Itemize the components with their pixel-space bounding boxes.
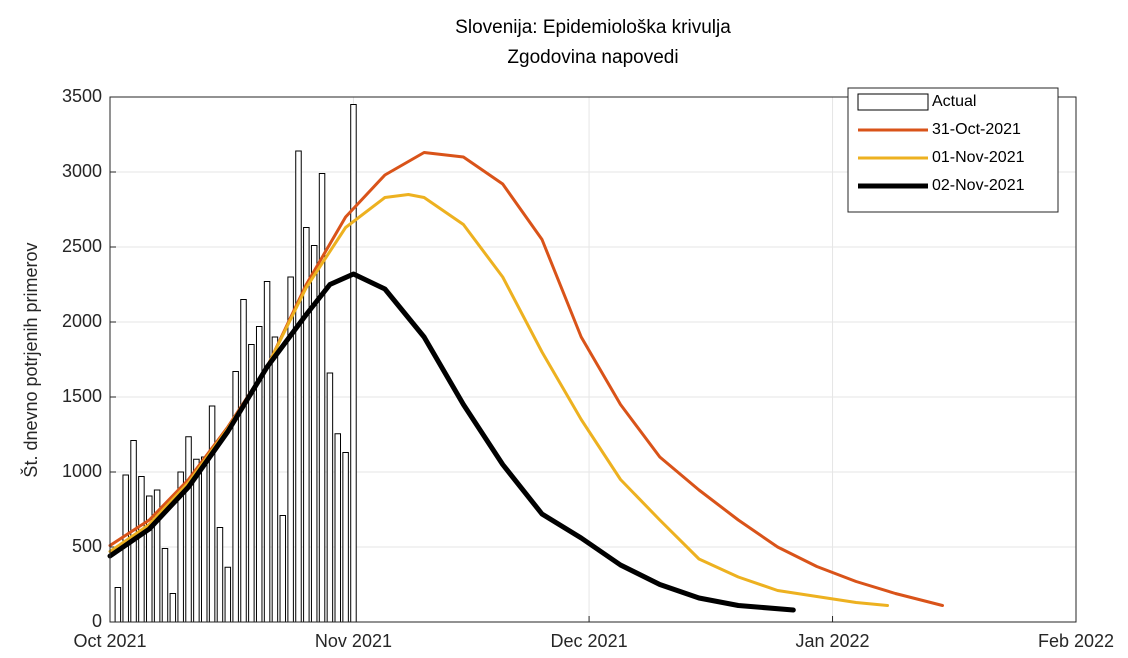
bar [185, 436, 192, 623]
x-tick-label: Dec 2021 [551, 631, 628, 651]
bar [342, 452, 349, 623]
legend-label: 31-Oct-2021 [932, 121, 1021, 138]
y-tick-label: 1500 [62, 386, 102, 406]
bar [350, 104, 357, 623]
bar [232, 371, 239, 623]
bar [279, 515, 287, 623]
x-tick-label: Nov 2021 [315, 631, 392, 651]
bar [326, 372, 334, 623]
axes-box [109, 96, 1077, 623]
bar [255, 326, 263, 623]
bar [146, 495, 153, 623]
bar [200, 456, 208, 623]
chart-subtitle: Zgodovina napovedi [507, 47, 678, 68]
bar [193, 458, 200, 623]
bar [161, 548, 169, 623]
bar [224, 566, 232, 623]
bar [295, 150, 302, 623]
legend-label: Actual [932, 93, 976, 110]
bar [169, 593, 177, 623]
x-tick-label: Feb 2022 [1038, 631, 1114, 651]
y-tick-label: 3000 [62, 161, 102, 181]
bar [334, 433, 342, 623]
bar [138, 476, 145, 623]
x-tick-label: Oct 2021 [73, 631, 146, 651]
forecast-line [107, 271, 796, 613]
y-tick-label: 3500 [62, 86, 102, 106]
bar [263, 281, 271, 623]
bar [114, 587, 122, 623]
bar [216, 527, 224, 623]
y-tick-label: 2000 [62, 311, 102, 331]
y-tick-label: 2500 [62, 236, 102, 256]
y-tick-label: 1000 [62, 461, 102, 481]
bar [208, 405, 216, 623]
y-axis-label: Št. dnevno potrjenih primerov [20, 242, 41, 477]
bar [240, 299, 247, 623]
x-tick-label: Jan 2022 [795, 631, 869, 651]
y-tick-label: 500 [72, 536, 102, 556]
y-tick-label: 0 [92, 611, 102, 631]
legend-label: 01-Nov-2021 [932, 149, 1025, 166]
legend-label: 02-Nov-2021 [932, 177, 1025, 194]
bar [318, 173, 326, 623]
bar [271, 336, 279, 623]
legend-swatch [857, 93, 929, 111]
chart-title: Slovenija: Epidemiološka krivulja [455, 17, 731, 38]
